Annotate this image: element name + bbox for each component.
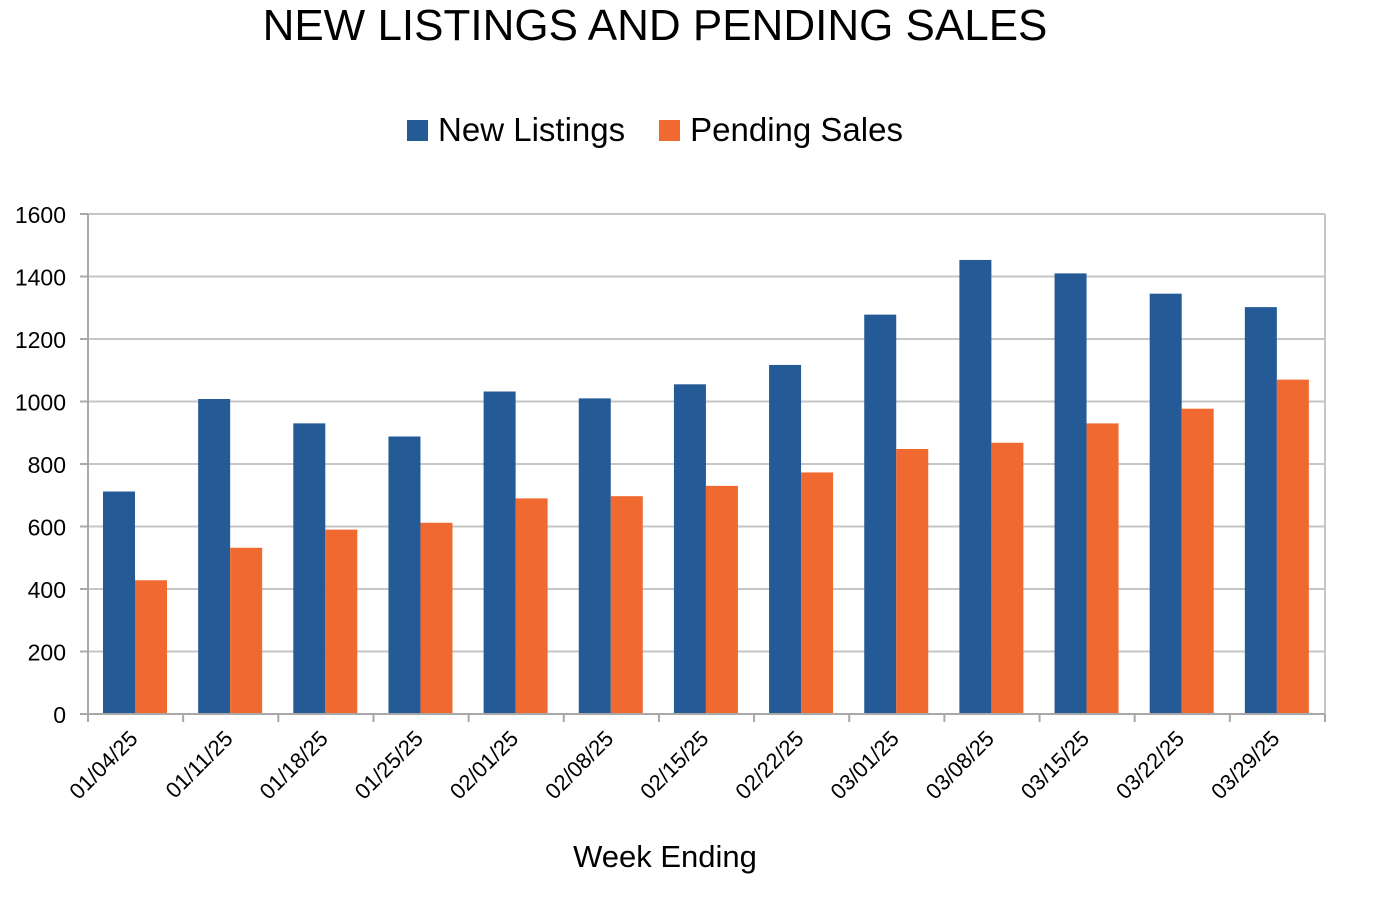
y-tick-label-200: 200 — [28, 640, 66, 666]
bar-pending-sales-4 — [515, 498, 548, 714]
bar-new-listings-10 — [1054, 273, 1087, 714]
x-tick-label-8: 03/01/25 — [826, 726, 904, 804]
y-tick-label-1200: 1200 — [15, 327, 66, 353]
x-tick-label-6: 02/15/25 — [635, 726, 713, 804]
y-tick-label-800: 800 — [28, 452, 66, 478]
x-tick-label-7: 02/22/25 — [730, 726, 808, 804]
legend-label-pending-sales: Pending Sales — [690, 111, 903, 148]
legend-swatch-new-listings — [407, 119, 429, 141]
bar-new-listings-5 — [578, 398, 611, 714]
bar-pending-sales-2 — [325, 529, 358, 714]
x-tick-label-3: 01/25/25 — [350, 726, 428, 804]
bar-pending-sales-8 — [896, 449, 929, 714]
bar-pending-sales-7 — [801, 472, 834, 714]
y-tick-label-400: 400 — [28, 577, 66, 603]
bar-pending-sales-10 — [1086, 423, 1119, 714]
bar-new-listings-9 — [959, 259, 992, 714]
chart-legend: New Listings Pending Sales — [0, 108, 1310, 152]
x-tick-label-2: 01/18/25 — [255, 726, 333, 804]
y-tick-label-1400: 1400 — [15, 265, 66, 291]
x-tick-label-9: 03/08/25 — [921, 726, 999, 804]
bar-new-listings-12 — [1244, 307, 1277, 714]
bar-pending-sales-1 — [230, 547, 263, 714]
legend-swatch-pending-sales — [659, 119, 681, 141]
bar-new-listings-2 — [293, 423, 326, 714]
bar-new-listings-6 — [673, 384, 706, 714]
chart-title: NEW LISTINGS AND PENDING SALES — [262, 1, 1048, 50]
x-tick-label-10: 03/15/25 — [1016, 726, 1094, 804]
bar-new-listings-7 — [769, 364, 802, 714]
y-tick-label-0: 0 — [53, 702, 66, 728]
bar-pending-sales-5 — [610, 496, 643, 714]
y-tick-label-1000: 1000 — [15, 390, 66, 416]
bar-new-listings-0 — [103, 491, 135, 714]
x-tick-label-5: 02/08/25 — [540, 726, 618, 804]
bar-new-listings-11 — [1149, 293, 1182, 714]
bar-pending-sales-11 — [1181, 408, 1214, 714]
bar-new-listings-4 — [483, 391, 516, 714]
x-tick-label-4: 02/01/25 — [445, 726, 523, 804]
x-tick-label-1: 01/11/25 — [161, 726, 238, 803]
x-axis-title: Week Ending — [573, 839, 757, 874]
x-tick-label-0: 01/04/25 — [64, 726, 142, 804]
bar-pending-sales-6 — [705, 485, 738, 714]
bar-pending-sales-12 — [1276, 379, 1309, 714]
bar-new-listings-1 — [198, 399, 231, 714]
bar-pending-sales-9 — [991, 442, 1024, 714]
y-tick-label-600: 600 — [28, 515, 66, 541]
x-tick-label-12: 03/29/25 — [1206, 726, 1284, 804]
bar-new-listings-8 — [864, 314, 897, 714]
bar-pending-sales-0 — [135, 580, 167, 714]
x-tick-label-11: 03/22/25 — [1111, 726, 1189, 804]
legend-label-new-listings: New Listings — [438, 111, 626, 148]
y-tick-label-1600: 1600 — [15, 202, 66, 228]
bar-new-listings-3 — [388, 436, 421, 714]
bar-pending-sales-3 — [420, 522, 453, 714]
legend-item-new-listings: New Listings — [407, 108, 625, 152]
legend-item-pending-sales: Pending Sales — [659, 108, 903, 152]
